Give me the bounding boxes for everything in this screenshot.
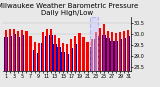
Bar bbox=[74, 44, 77, 71]
Bar bbox=[119, 39, 122, 71]
Bar bbox=[119, 32, 121, 71]
Bar bbox=[13, 34, 16, 71]
Bar bbox=[82, 37, 85, 71]
Bar bbox=[78, 33, 80, 71]
Bar bbox=[29, 36, 32, 71]
Bar bbox=[50, 29, 52, 71]
Bar bbox=[25, 31, 28, 71]
Bar bbox=[17, 37, 20, 71]
Bar bbox=[70, 39, 72, 71]
Bar bbox=[17, 31, 19, 71]
Bar bbox=[21, 30, 24, 71]
Bar bbox=[29, 47, 32, 71]
Bar bbox=[111, 32, 113, 71]
Bar bbox=[78, 41, 81, 71]
Bar bbox=[106, 38, 110, 71]
Bar bbox=[38, 43, 40, 71]
Bar bbox=[8, 36, 12, 71]
Bar bbox=[90, 17, 98, 71]
Bar bbox=[5, 30, 7, 71]
Bar bbox=[127, 29, 129, 71]
Bar bbox=[66, 54, 69, 71]
Bar bbox=[70, 48, 73, 71]
Bar bbox=[62, 43, 64, 71]
Bar bbox=[98, 36, 101, 71]
Bar bbox=[86, 50, 89, 71]
Bar bbox=[95, 32, 97, 71]
Bar bbox=[46, 29, 48, 71]
Bar bbox=[41, 43, 44, 71]
Bar bbox=[42, 32, 44, 71]
Bar bbox=[90, 47, 93, 71]
Bar bbox=[53, 44, 57, 71]
Bar bbox=[9, 29, 11, 71]
Bar bbox=[21, 35, 24, 71]
Bar bbox=[115, 33, 117, 71]
Bar bbox=[91, 39, 93, 71]
Bar bbox=[57, 47, 61, 71]
Bar bbox=[87, 42, 89, 71]
Bar bbox=[37, 53, 40, 71]
Bar bbox=[123, 31, 125, 71]
Bar bbox=[107, 31, 109, 71]
Bar bbox=[99, 28, 101, 71]
Bar bbox=[4, 37, 8, 71]
Bar bbox=[127, 36, 130, 71]
Bar bbox=[33, 42, 36, 71]
Bar bbox=[123, 38, 126, 71]
Bar bbox=[110, 41, 114, 71]
Bar bbox=[115, 41, 118, 71]
Bar bbox=[13, 29, 15, 71]
Bar bbox=[45, 36, 48, 71]
Bar bbox=[49, 35, 52, 71]
Bar bbox=[94, 39, 97, 71]
Bar bbox=[82, 46, 85, 71]
Bar bbox=[33, 50, 36, 71]
Bar bbox=[74, 36, 76, 71]
Bar bbox=[58, 38, 60, 71]
Bar bbox=[66, 44, 68, 71]
Title: Milwaukee Weather Barometric Pressure
Daily High/Low: Milwaukee Weather Barometric Pressure Da… bbox=[0, 3, 138, 16]
Bar bbox=[25, 41, 28, 71]
Bar bbox=[54, 35, 56, 71]
Bar bbox=[103, 24, 105, 71]
Bar bbox=[61, 52, 65, 71]
Bar bbox=[102, 35, 105, 71]
